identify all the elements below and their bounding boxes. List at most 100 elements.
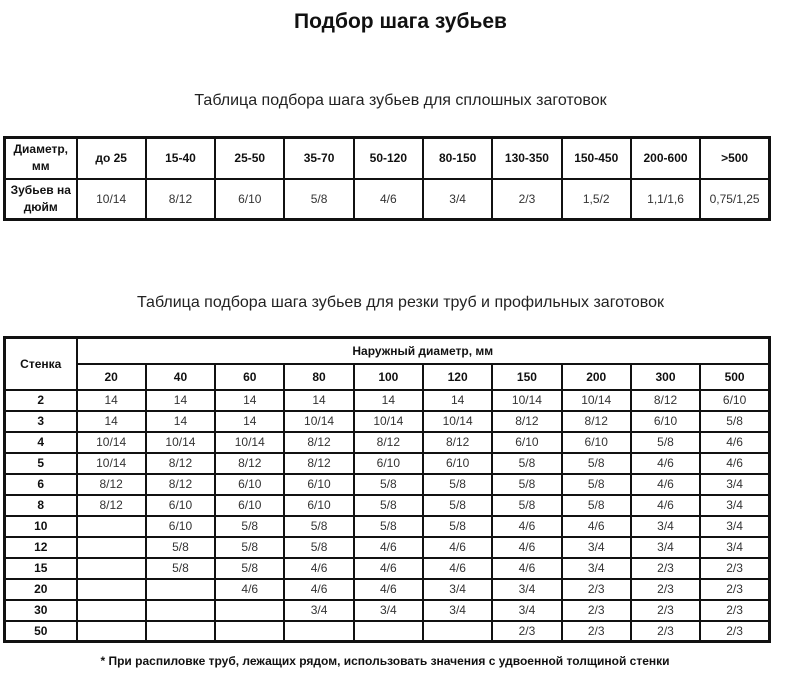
teeth-cell: 6/10 [421, 451, 494, 475]
wall-cell: 15 [3, 556, 78, 580]
teeth-cell: 5/8 [421, 472, 494, 496]
diameter-cell: 40 [144, 362, 217, 391]
teeth-cell [214, 598, 286, 622]
teeth-cell: 1,5/2 [560, 177, 632, 221]
teeth-cell: 8/12 [352, 430, 424, 454]
teeth-cell: 4/6 [491, 514, 563, 538]
teeth-cell [144, 577, 217, 601]
teeth-cell: 6/10 [352, 451, 424, 475]
teeth-cell: 8/12 [629, 388, 702, 412]
wall-cell: 30 [3, 598, 78, 622]
teeth-cell: 10/14 [491, 388, 563, 412]
teeth-cell: 4/6 [699, 430, 771, 454]
diameter-cell: 60 [214, 362, 286, 391]
teeth-cell: 2/3 [560, 577, 632, 601]
teeth-cell: 5/8 [144, 535, 217, 559]
teeth-cell: 14 [214, 409, 286, 433]
teeth-cell: 6/10 [283, 472, 355, 496]
diameter-cell: 120 [421, 362, 494, 391]
teeth-cell: 2/3 [560, 619, 632, 643]
page-title: Подбор шага зубьев [294, 10, 507, 33]
table-row: 3 14 14 14 10/14 10/14 10/14 8/12 8/12 6/10 5/8 [3, 409, 771, 433]
wall-cell: 50 [3, 619, 78, 643]
table-row: 6 8/12 8/12 6/10 6/10 5/8 5/8 5/8 5/8 4/6 3/4 [3, 472, 771, 496]
teeth-cell: 5/8 [560, 493, 632, 517]
diameter-cell: 50-120 [352, 136, 424, 180]
diameter-cell: 100 [352, 362, 424, 391]
teeth-cell [144, 619, 217, 643]
teeth-cell [283, 619, 355, 643]
teeth-cell [75, 535, 147, 559]
teeth-cell [214, 619, 286, 643]
teeth-cell: 4/6 [352, 177, 424, 221]
teeth-cell: 4/6 [352, 535, 424, 559]
diameter-cell: 150 [491, 362, 563, 391]
diameter-row-header: Диаметр, мм [3, 136, 78, 180]
wall-header: Стенка [3, 336, 78, 391]
diameter-cell: до 25 [75, 136, 147, 180]
diameter-cell: 15-40 [144, 136, 217, 180]
teeth-cell: 2/3 [491, 177, 563, 221]
teeth-cell: 3/4 [491, 598, 563, 622]
teeth-cell: 10/14 [75, 177, 147, 221]
teeth-cell: 10/14 [283, 409, 355, 433]
teeth-cell: 8/12 [283, 430, 355, 454]
teeth-cell: 14 [144, 388, 217, 412]
teeth-cell: 2/3 [699, 556, 771, 580]
teeth-cell: 5/8 [283, 514, 355, 538]
teeth-cell: 4/6 [283, 556, 355, 580]
teeth-cell: 3/4 [560, 556, 632, 580]
header-row: Стенка Наружный диаметр, мм [3, 336, 771, 391]
diameter-cell: 130-350 [491, 136, 563, 180]
teeth-cell: 2/3 [629, 556, 702, 580]
wall-cell: 2 [3, 388, 78, 412]
diameter-header: Наружный диаметр, мм [75, 336, 771, 365]
teeth-cell: 3/4 [629, 535, 702, 559]
teeth-cell: 6/10 [560, 430, 632, 454]
diameter-cell: 200-600 [629, 136, 702, 180]
teeth-cell: 6/10 [144, 514, 217, 538]
wall-cell: 6 [3, 472, 78, 496]
wall-cell: 12 [3, 535, 78, 559]
table-row: 20 4/6 4/6 4/6 3/4 3/4 2/3 2/3 2/3 [3, 577, 771, 601]
teeth-cell: 4/6 [629, 472, 702, 496]
teeth-cell: 1,1/1,6 [629, 177, 702, 221]
teeth-cell: 10/14 [75, 451, 147, 475]
teeth-cell: 6/10 [699, 388, 771, 412]
wall-cell: 20 [3, 577, 78, 601]
teeth-cell: 6/10 [214, 177, 286, 221]
teeth-cell: 8/12 [560, 409, 632, 433]
teeth-cell: 5/8 [629, 430, 702, 454]
table-row: 50 2/3 2/3 2/3 2/3 [3, 619, 771, 643]
teeth-cell: 10/14 [75, 430, 147, 454]
teeth-cell: 5/8 [214, 556, 286, 580]
teeth-cell: 6/10 [214, 493, 286, 517]
diameter-cell: 25-50 [214, 136, 286, 180]
wall-cell: 4 [3, 430, 78, 454]
diameter-cell: >500 [699, 136, 771, 180]
teeth-cell: 5/8 [144, 556, 217, 580]
table-row: 30 3/4 3/4 3/4 3/4 2/3 2/3 2/3 [3, 598, 771, 622]
teeth-cell: 10/14 [352, 409, 424, 433]
teeth-cell: 6/10 [214, 472, 286, 496]
table-row: 4 10/14 10/14 10/14 8/12 8/12 8/12 6/10 6/10 5/8 4… [3, 430, 771, 454]
diameter-row: Диаметр, мм до 25 15-40 25-50 35-70 50-120 80… [3, 136, 771, 180]
teeth-cell: 8/12 [144, 451, 217, 475]
teeth-cell: 5/8 [283, 535, 355, 559]
teeth-row-header: Зубьев на дюйм [3, 177, 78, 221]
teeth-cell: 4/6 [491, 535, 563, 559]
diameter-cell: 300 [629, 362, 702, 391]
teeth-cell: 3/4 [352, 598, 424, 622]
teeth-cell: 8/12 [75, 493, 147, 517]
teeth-cell: 2/3 [699, 598, 771, 622]
teeth-cell: 10/14 [421, 409, 494, 433]
teeth-cell [75, 556, 147, 580]
footnote: * При распиловке труб, лежащих рядом, ис… [100, 654, 670, 668]
teeth-cell: 3/4 [629, 514, 702, 538]
diameter-cell: 80 [283, 362, 355, 391]
teeth-cell: 3/4 [560, 535, 632, 559]
teeth-cell: 2/3 [629, 619, 702, 643]
teeth-cell: 3/4 [699, 514, 771, 538]
teeth-cell: 5/8 [283, 177, 355, 221]
diameter-cell: 20 [75, 362, 147, 391]
